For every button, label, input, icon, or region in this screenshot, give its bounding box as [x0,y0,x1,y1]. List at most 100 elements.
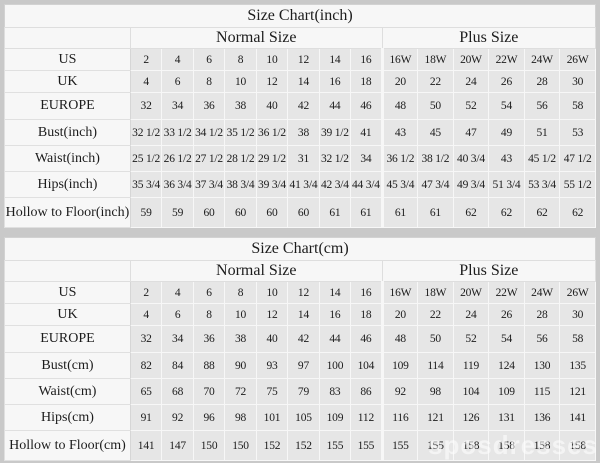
normal-size-value-cell: 12 [255,70,289,93]
normal-size-value-cell: 34 1/2 [192,119,226,146]
plus-size-value-cell: 16W [380,281,419,304]
plus-size-value-cell: 26W [559,281,596,304]
corner-cell [4,27,131,49]
normal-size-value-cell: 91 [129,404,163,431]
normal-size-value-cell: 38 3/4 [224,171,257,198]
normal-size-value-cell: 4 [129,303,163,326]
plus-size-value-cell: 47 [452,119,490,146]
row-label: Hollow to Floor(cm) [4,430,131,461]
size-chart-table: Size Chart(cm) Normal Size Plus Size US 2 4 6 8… [4,237,597,461]
plus-size-value-cell: 55 1/2 [559,171,596,198]
normal-size-value-cell: 79 [287,378,320,405]
normal-size-value-cell: 16 [350,281,383,304]
table-row: EUROPE 32 34 36 38 40 42 44 46 48 50 52 54 56 58 [4,92,596,120]
normal-size-value-cell: 92 [161,404,194,431]
normal-size-value-cell: 150 [224,430,257,461]
plus-size-value-cell: 50 [417,92,454,120]
plus-size-value-cell: 49 [488,119,525,146]
plus-size-value-cell: 45 3/4 [380,171,419,198]
row-label: EUROPE [4,92,131,120]
plus-size-value-cell: 124 [488,352,525,379]
normal-size-value-cell: 150 [192,430,226,461]
row-label: Bust(inch) [4,119,131,146]
plus-size-value-cell: 48 [380,325,419,353]
normal-size-value-cell: 97 [287,352,320,379]
normal-size-group-header: Normal Size [129,260,383,282]
plus-size-value-cell: 54 [488,325,525,353]
plus-size-value-cell: 158 [452,430,490,461]
plus-size-value-cell: 38 1/2 [417,145,454,172]
plus-size-value-cell: 92 [380,378,419,405]
plus-size-value-cell: 116 [380,404,419,431]
plus-size-value-cell: 52 [452,325,490,353]
plus-size-value-cell: 130 [523,352,561,379]
plus-size-value-cell: 20W [452,281,490,304]
normal-size-value-cell: 8 [192,303,226,326]
normal-size-value-cell: 8 [192,70,226,93]
normal-size-value-cell: 60 [192,197,226,228]
normal-size-value-cell: 72 [224,378,257,405]
plus-size-value-cell: 45 1/2 [523,145,561,172]
plus-size-value-cell: 16W [380,48,419,71]
table-row: Hips(cm) 91 92 96 98 101 105 109 112 116 121 126 131… [4,404,596,431]
normal-size-value-cell: 16 [318,303,352,326]
plus-size-value-cell: 47 1/2 [559,145,596,172]
normal-size-value-cell: 33 1/2 [161,119,194,146]
plus-size-value-cell: 51 3/4 [488,171,525,198]
normal-size-value-cell: 147 [161,430,194,461]
table-row: Hips(inch) 35 3/4 36 3/4 37 3/4 38 3/4 39 3/4… [4,171,596,198]
normal-size-value-cell: 2 [129,48,163,71]
plus-size-value-cell: 24W [523,281,561,304]
normal-size-value-cell: 152 [287,430,320,461]
normal-size-value-cell: 41 3/4 [287,171,320,198]
normal-size-value-cell: 4 [129,70,163,93]
plus-size-value-cell: 26 [488,70,525,93]
plus-size-value-cell: 53 [559,119,596,146]
row-label: Waist(cm) [4,378,131,405]
plus-size-value-cell: 62 [452,197,490,228]
plus-size-value-cell: 56 [523,92,561,120]
plus-size-value-cell: 28 [523,70,561,93]
plus-size-value-cell: 104 [452,378,490,405]
table-row: Waist(inch) 25 1/2 26 1/2 27 1/2 28 1/2 29 1/… [4,145,596,172]
normal-size-value-cell: 112 [350,404,383,431]
normal-size-value-cell: 25 1/2 [129,145,163,172]
plus-size-value-cell: 155 [417,430,454,461]
normal-size-value-cell: 12 [255,303,289,326]
normal-size-value-cell: 10 [255,48,289,71]
plus-size-value-cell: 51 [523,119,561,146]
normal-size-value-cell: 35 1/2 [224,119,257,146]
plus-size-value-cell: 119 [452,352,490,379]
normal-size-value-cell: 61 [318,197,352,228]
table-row: EUROPE 32 34 36 38 40 42 44 46 48 50 52 54 56 58 [4,325,596,353]
normal-size-value-cell: 14 [318,48,352,71]
normal-size-value-cell: 39 1/2 [318,119,352,146]
normal-size-value-cell: 104 [350,352,383,379]
plus-size-value-cell: 40 3/4 [452,145,490,172]
plus-size-value-cell: 61 [417,197,454,228]
normal-size-value-cell: 88 [192,352,226,379]
plus-size-value-cell: 22W [488,281,525,304]
normal-size-value-cell: 12 [287,48,320,71]
plus-size-value-cell: 56 [523,325,561,353]
normal-size-value-cell: 34 [161,325,194,353]
normal-size-value-cell: 59 [161,197,194,228]
plus-size-value-cell: 141 [559,404,596,431]
row-label: Hips(cm) [4,404,131,431]
normal-size-value-cell: 35 3/4 [129,171,163,198]
plus-size-value-cell: 45 [417,119,454,146]
normal-size-value-cell: 46 [350,92,383,120]
row-label: Hollow to Floor(inch) [4,197,131,228]
table-row: Waist(cm) 65 68 70 72 75 79 83 86 92 98 104 109 115 12… [4,378,596,405]
normal-size-value-cell: 105 [287,404,320,431]
plus-size-value-cell: 48 [380,92,419,120]
plus-size-value-cell: 121 [417,404,454,431]
normal-size-value-cell: 46 [350,325,383,353]
plus-size-value-cell: 136 [523,404,561,431]
row-label: UK [4,303,131,326]
normal-size-value-cell: 86 [350,378,383,405]
normal-size-value-cell: 155 [318,430,352,461]
plus-size-value-cell: 20W [452,48,490,71]
plus-size-value-cell: 43 [380,119,419,146]
normal-size-value-cell: 38 [287,119,320,146]
